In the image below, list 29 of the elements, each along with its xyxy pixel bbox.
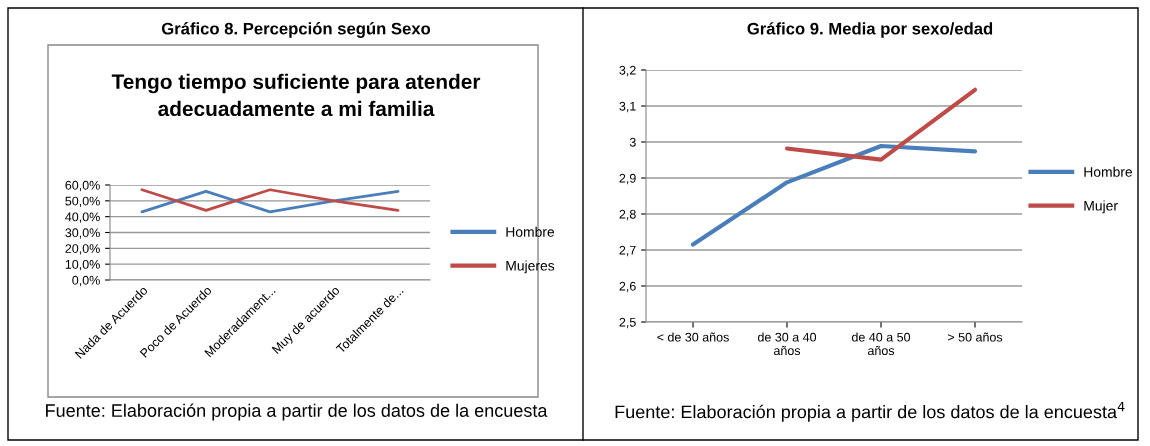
legend-label: Mujer [1084, 200, 1118, 214]
legend-label: Hombre [1084, 166, 1133, 177]
line-series [690, 143, 978, 247]
x-tick-label: de 40 a 50 años [851, 332, 911, 356]
chart-title: Gráfico 9. Media por sexo/edad [747, 22, 993, 38]
y-tick-label: 2,7 [619, 245, 636, 257]
legend-label: Mujeres [506, 260, 555, 274]
legend-label: Hombre [506, 226, 555, 237]
chart-subtitle: Tengo tiempo suficiente para atender adecuadamente a mi familia [111, 73, 481, 117]
x-tick-label: de 30 a 40 años [757, 332, 817, 356]
y-tick-label: 40,0% [65, 212, 100, 223]
y-tick-label: 30,0% [65, 228, 100, 239]
y-tick-label: 60,0% [65, 180, 100, 192]
y-tick-label: 0,0% [72, 275, 100, 287]
y-tick-label: 3 [629, 137, 636, 147]
y-tick-label: 3,1 [619, 101, 636, 113]
y-tick-label: 2,8 [619, 209, 636, 221]
y-tick-label: 10,0% [65, 259, 100, 271]
source-note: Fuente: Elaboración propia a partir de los datos de la encuesta [46, 403, 548, 421]
y-tick-label: 3,2 [619, 65, 636, 77]
x-tick-label: < de 30 años [657, 332, 729, 342]
source-note: Fuente: Elaboración propia a partir de los datos de la encuesta$^{4}$ [615, 401, 1125, 422]
y-tick-label: 2,5 [619, 317, 636, 329]
y-tick-label: 20,0% [65, 244, 100, 255]
y-tick-label: 50,0% [65, 196, 100, 207]
y-tick-label: 2,6 [619, 281, 636, 293]
x-tick-label: > 50 años [947, 332, 1003, 342]
chart-title: Gráfico 8. Percepción según Sexo [161, 22, 431, 38]
y-tick-label: 2,9 [619, 173, 636, 185]
